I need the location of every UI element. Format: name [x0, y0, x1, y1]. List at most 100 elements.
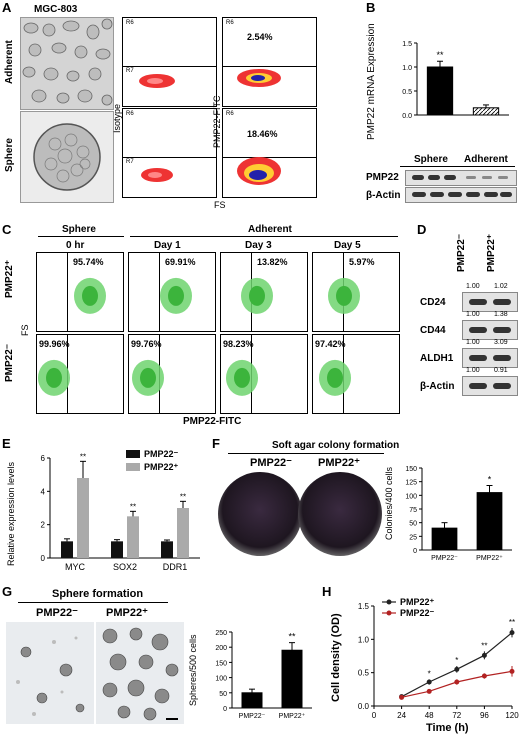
blot-row-label: ALDH1	[420, 353, 454, 364]
col-label-pmp22-neg: PMP22⁻	[456, 233, 467, 272]
category-label: PMP22⁺	[279, 713, 306, 720]
blot-strip	[462, 320, 518, 340]
data-point	[399, 694, 405, 700]
scale-bar	[166, 718, 178, 720]
adherent-cells-image	[22, 18, 113, 106]
data-point	[454, 679, 460, 685]
y-tick-label: 25	[409, 534, 417, 541]
dish-label: PMP22⁺	[318, 457, 360, 469]
row-label-pmp22-neg: PMP22⁻	[4, 343, 15, 382]
sphere-percentage: 18.46%	[247, 129, 278, 139]
data-point	[509, 630, 515, 636]
panel-h-xlabel: Time (h)	[426, 722, 469, 734]
panel-c-label: C	[2, 222, 12, 237]
row-label-adherent: Adherent	[4, 40, 15, 84]
blot-quant-value: 1.00	[466, 311, 480, 318]
blot-row-label: CD24	[420, 297, 446, 308]
y-tick-label: 125	[405, 480, 417, 487]
y-tick-label: 0	[223, 706, 227, 713]
panel-c-xaxis-label: PMP22-FITC	[183, 416, 242, 427]
panel-c-fs-label: FS	[20, 324, 30, 336]
blot-quant-value: 1.02	[494, 283, 508, 290]
gate-label: R7	[126, 68, 134, 74]
blot-row-label: β-Actin	[420, 381, 455, 392]
facs-pmp22-neg: 99.76%	[128, 334, 216, 414]
blot-quant-value: 1.00	[466, 283, 480, 290]
y-tick-label: 1.0	[402, 65, 412, 72]
isotype-sphere-plot: R6 R7	[122, 108, 217, 198]
panel-a-label: A	[2, 0, 12, 15]
panel-h-ylabel: Cell density (OD)	[330, 613, 342, 702]
category-label: SOX2	[113, 562, 137, 572]
bar	[281, 649, 303, 709]
gate-percentage: 98.23%	[223, 339, 254, 349]
sphere-cell-image	[33, 123, 101, 191]
data-point	[509, 668, 515, 674]
blot-row-actin: β-Actin	[366, 190, 401, 201]
blot-quant-value: 1.00	[466, 339, 480, 346]
isotype-adherent-plot: R6 R7	[122, 17, 217, 107]
panel-g-bar-chart: 0 50 100 150 200 250 PMP22⁻ PMP22⁺ **	[215, 630, 312, 720]
data-point	[481, 652, 487, 658]
y-tick-label: 2	[41, 521, 46, 530]
pmp22-fitc-axis-label: PMP22-FITC	[212, 95, 222, 148]
bar	[476, 492, 503, 551]
bar	[472, 107, 500, 116]
gate-percentage: 13.82%	[257, 257, 288, 267]
panel-b-bar-chart: 0.0 0.5 1.0 1.5 **	[402, 41, 509, 120]
bar	[241, 692, 263, 709]
sphere-image-neg	[6, 622, 94, 724]
timepoint-label: 0 hr	[66, 240, 85, 251]
colony-dish-pos	[298, 472, 382, 556]
blot-row-label: CD44	[420, 325, 446, 336]
blot-quant-value: 0.91	[494, 367, 508, 374]
category-label: DDR1	[163, 562, 188, 572]
significance-marker: *	[455, 656, 458, 665]
blot-strip	[462, 292, 518, 312]
category-label: PMP22⁺	[476, 555, 503, 562]
panel-f-title: Soft agar colony formation	[272, 440, 400, 451]
significance-marker: **	[481, 641, 487, 650]
bar	[426, 66, 454, 116]
facs-pmp22-neg: 97.42%	[312, 334, 400, 414]
legend-label: PMP22⁺	[400, 597, 435, 607]
bar	[127, 516, 139, 558]
y-tick-label: 50	[219, 691, 227, 698]
significance-marker: **	[288, 632, 296, 642]
cell-line-label: MGC-803	[34, 4, 78, 15]
timepoint-label: Day 3	[245, 240, 272, 251]
y-tick-label: 50	[409, 521, 417, 528]
facs-pmp22-pos: 5.97%	[312, 252, 400, 332]
legend-swatch	[126, 463, 140, 471]
isotype-axis-label: Isotype	[112, 103, 122, 133]
panel-f-bar-chart: 0 25 50 75 100 125 150 PMP22⁻ PMP22⁺ *	[405, 466, 512, 562]
blot-group-divider	[400, 166, 515, 167]
sphere-micrograph	[20, 111, 114, 203]
group-sphere-label: Sphere	[62, 224, 96, 235]
bar	[77, 478, 89, 558]
legend-label: PMP22⁺	[144, 462, 179, 472]
blot-quant-value: 3.09	[494, 339, 508, 346]
x-tick-label: 72	[452, 711, 461, 720]
panel-e-ylabel: Relative expression levels	[6, 461, 16, 566]
gate-percentage: 95.74%	[73, 257, 104, 267]
legend-marker	[386, 610, 392, 616]
bar	[431, 527, 458, 551]
legend-label: PMP22⁻	[400, 608, 435, 618]
blot-group-sphere: Sphere	[414, 154, 448, 165]
data-point	[481, 673, 487, 679]
adherent-micrograph	[20, 17, 114, 110]
y-tick-label: 75	[409, 507, 417, 514]
blot-row-pmp22: PMP22	[366, 172, 399, 183]
blot-strip	[462, 348, 518, 368]
panel-g-ylabel: Spheres/500 cells	[188, 634, 198, 706]
group-adherent-line	[130, 236, 398, 237]
blot-group-adherent: Adherent	[464, 154, 508, 165]
gate-percentage: 97.42%	[315, 339, 346, 349]
y-tick-label: 150	[405, 466, 417, 473]
gate-label: R6	[126, 20, 134, 26]
col-label-pmp22-pos: PMP22⁺	[486, 233, 497, 272]
x-tick-label: 48	[425, 711, 434, 720]
group-sphere-line	[38, 236, 124, 237]
blot-quant-value: 1.00	[466, 367, 480, 374]
